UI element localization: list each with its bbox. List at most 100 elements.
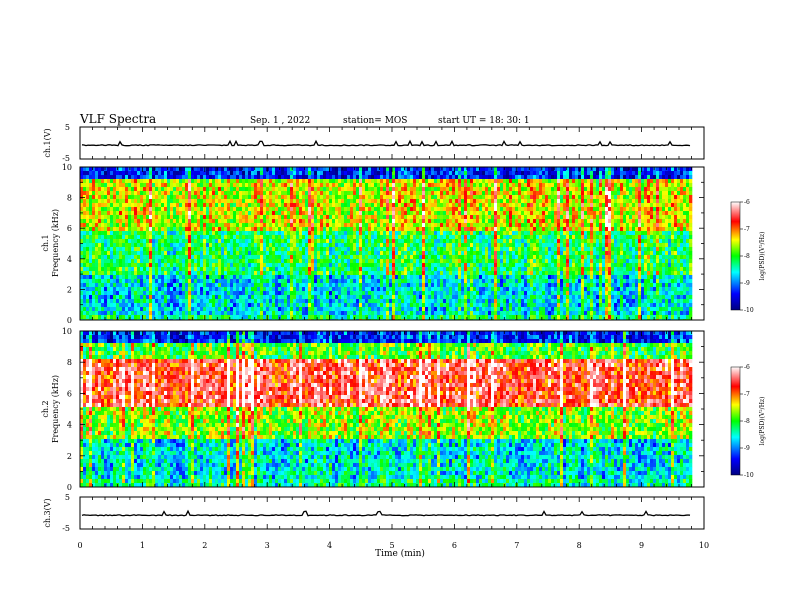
spectrogram-cell (149, 235, 153, 240)
spectrogram-cell (134, 243, 138, 248)
spectrogram-cell (134, 219, 138, 224)
spectrogram-cell (365, 223, 369, 228)
spectrogram-cell (242, 203, 246, 208)
spectrogram-cell (236, 243, 240, 248)
spectrogram-cell (227, 199, 231, 204)
spectrogram-cell (110, 275, 114, 280)
spectrogram-cell (395, 175, 399, 180)
spectrogram-cell (314, 219, 318, 224)
spectrogram-cell (152, 171, 156, 176)
spectrogram-cell (224, 251, 228, 256)
spectrogram-cell (383, 243, 387, 248)
spectrogram-cell (254, 267, 258, 272)
spectrogram-cell (83, 183, 87, 188)
spectrogram-cell (173, 235, 177, 240)
spectrogram-cell (245, 255, 249, 260)
spectrogram-cell (416, 287, 420, 292)
spectrogram-cell (383, 267, 387, 272)
spectrogram-cell (308, 251, 312, 256)
spectrogram-cell (182, 207, 186, 212)
spectrogram-cell (440, 287, 444, 292)
spectrogram-cell (146, 303, 150, 308)
spectrogram-cell (119, 187, 123, 192)
spectrogram-cell (110, 299, 114, 304)
spectrogram-cell (149, 299, 153, 304)
spectrogram-cell (308, 179, 312, 184)
spectrogram-cell (149, 183, 153, 188)
spectrogram-cell (254, 303, 258, 308)
spectrogram-cell (182, 275, 186, 280)
spectrogram-cell (170, 179, 174, 184)
spectrogram-cell (164, 235, 168, 240)
spectrogram-cell (125, 183, 129, 188)
spectrogram-cell (194, 231, 198, 236)
spectrogram-cell (173, 303, 177, 308)
spectrogram-cell (116, 211, 120, 216)
spectrogram-cell (200, 207, 204, 212)
spectrogram-cell (104, 243, 108, 248)
spectrogram-cell (284, 191, 288, 196)
spectrogram-cell (266, 283, 270, 288)
spectrogram-cell (179, 263, 183, 268)
spectrogram-cell (428, 287, 432, 292)
spectrogram-cell (305, 167, 309, 172)
spectrogram-cell (290, 295, 294, 300)
spectrogram-cell (308, 223, 312, 228)
spectrogram-cell (206, 191, 210, 196)
spectrogram-cell (392, 183, 396, 188)
spectrogram-cell (125, 187, 129, 192)
spectrogram-cell (137, 315, 141, 320)
spectrogram-cell (359, 279, 363, 284)
spectrogram-cell (137, 219, 141, 224)
spectrogram-cell (263, 171, 267, 176)
spectrogram-cell (416, 167, 420, 172)
spectrogram-cell (131, 307, 135, 312)
spectrogram-cell (212, 187, 216, 192)
spectrogram-cell (236, 307, 240, 312)
spectrogram-cell (194, 215, 198, 220)
spectrogram-cell (371, 263, 375, 268)
spectrogram-cell (389, 283, 393, 288)
spectrogram-cell (170, 299, 174, 304)
spectrogram-cell (377, 263, 381, 268)
spectrogram-cell (131, 299, 135, 304)
spectrogram-cell (167, 195, 171, 200)
spectrogram-cell (290, 279, 294, 284)
spectrogram-cell (248, 219, 252, 224)
spectrogram-cell (221, 171, 225, 176)
spectrogram-cell (248, 167, 252, 172)
spectrogram-cell (257, 187, 261, 192)
spectrogram-cell (254, 255, 258, 260)
spectrogram-cell (314, 255, 318, 260)
spectrogram-cell (89, 267, 93, 272)
spectrogram-cell (182, 291, 186, 296)
spectrogram-cell (248, 247, 252, 252)
spectrogram-cell (377, 175, 381, 180)
spectrogram-cell (80, 175, 84, 180)
spectrogram-cell (431, 223, 435, 228)
spectrogram-cell (326, 255, 330, 260)
spectrogram-cell (185, 259, 189, 264)
spectrogram-cell (371, 315, 375, 320)
spectrogram-cell (239, 223, 243, 228)
spectrogram-cell (383, 295, 387, 300)
spectrogram-cell (128, 303, 132, 308)
spectrogram-cell (317, 219, 321, 224)
spectrogram-cell (449, 243, 453, 248)
spectrogram-cell (113, 207, 117, 212)
spectrogram-cell (134, 307, 138, 312)
spectrogram-cell (392, 191, 396, 196)
spectrogram-cell (410, 227, 414, 232)
spectrogram-cell (299, 215, 303, 220)
spectrogram-cell (287, 203, 291, 208)
spectrogram-cell (194, 279, 198, 284)
spectrogram-cell (233, 251, 237, 256)
spectrogram-cell (101, 315, 105, 320)
spectrogram-cell (452, 203, 456, 208)
spectrogram-cell (194, 219, 198, 224)
spectrogram-cell (326, 171, 330, 176)
spectrogram-cell (365, 311, 369, 316)
spectrogram-cell (272, 239, 276, 244)
spectrogram-cell (206, 183, 210, 188)
spectrogram-cell (221, 183, 225, 188)
